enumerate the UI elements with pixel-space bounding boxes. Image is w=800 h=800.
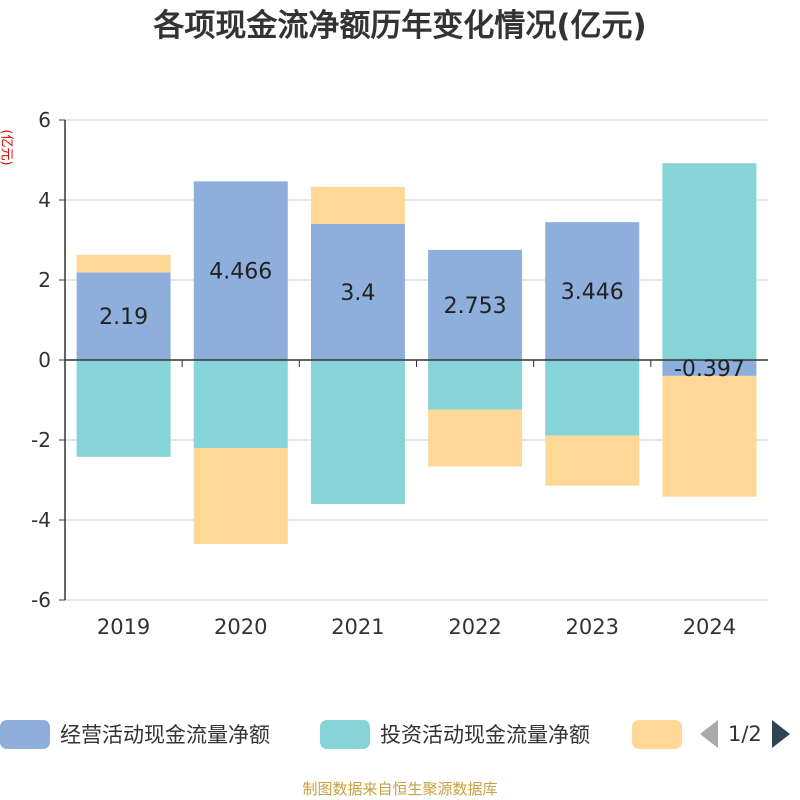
bar-investing-2022 xyxy=(428,360,523,410)
y-tick-label: -2 xyxy=(31,428,51,452)
legend-item-investing[interactable]: 投资活动现金流量净额 xyxy=(320,716,590,752)
bar-financing-2021 xyxy=(310,186,405,224)
y-tick-label: -6 xyxy=(31,588,51,612)
x-tick-label: 2024 xyxy=(683,615,736,639)
data-label-operating: 2.19 xyxy=(99,305,148,330)
bar-investing-2019 xyxy=(76,360,171,457)
x-tick-label: 2022 xyxy=(448,615,501,639)
bar-financing-2022 xyxy=(428,409,523,467)
bar-financing-2024 xyxy=(662,375,757,497)
data-label-operating: 2.753 xyxy=(444,294,507,319)
chart-title: 各项现金流净额历年变化情况(亿元) xyxy=(153,8,647,44)
y-tick-label: 4 xyxy=(38,188,51,212)
bar-operating-2021 xyxy=(310,224,405,360)
bar-financing-2020 xyxy=(193,448,288,544)
bar-financing-2023 xyxy=(545,435,640,486)
legend-label-investing: 投资活动现金流量净额 xyxy=(380,723,590,747)
x-tick-label: 2021 xyxy=(331,615,384,639)
data-label-operating: -0.397 xyxy=(674,357,745,382)
legend-pager: 1/2 xyxy=(700,716,790,752)
y-tick-label: 6 xyxy=(38,108,51,132)
y-tick-label: -4 xyxy=(31,508,51,532)
legend-item-financing[interactable] xyxy=(632,716,692,752)
y-tick-label: 2 xyxy=(38,268,51,292)
legend-label-operating: 经营活动现金流量净额 xyxy=(60,723,270,747)
bar-operating-2022 xyxy=(428,249,523,360)
data-label-operating: 3.4 xyxy=(340,281,375,306)
bar-investing-2024 xyxy=(662,163,757,360)
legend-page-indicator: 1/2 xyxy=(728,722,762,746)
legend-swatch-financing xyxy=(632,719,682,749)
bar-investing-2021 xyxy=(310,360,405,504)
y-tick-label: 0 xyxy=(38,348,51,372)
legend-swatch-operating xyxy=(0,719,50,749)
next-page-icon[interactable] xyxy=(771,720,790,748)
legend-item-operating[interactable]: 经营活动现金流量净额 xyxy=(0,716,270,752)
x-tick-label: 2020 xyxy=(214,615,267,639)
prev-page-icon[interactable] xyxy=(700,720,718,748)
data-source-footer: 制图数据来自恒生聚源数据库 xyxy=(302,780,498,798)
bar-investing-2023 xyxy=(545,360,640,436)
bar-financing-2019 xyxy=(76,254,171,273)
bar-operating-2023 xyxy=(545,222,640,360)
bar-operating-2024 xyxy=(662,360,757,376)
bar-operating-2020 xyxy=(193,181,288,360)
legend-swatch-investing xyxy=(320,719,370,749)
bar-operating-2019 xyxy=(76,272,171,360)
x-tick-label: 2019 xyxy=(97,615,150,639)
cashflow-chart: 6 4 2 0 -2 -4 -6 2019 2020 2021 2022 2023 2024 2.19 4.… xyxy=(31,108,768,639)
bar-investing-2020 xyxy=(193,360,288,448)
data-label-operating: 3.446 xyxy=(561,280,624,305)
x-tick-label: 2023 xyxy=(566,615,619,639)
data-label-operating: 4.466 xyxy=(209,260,272,285)
